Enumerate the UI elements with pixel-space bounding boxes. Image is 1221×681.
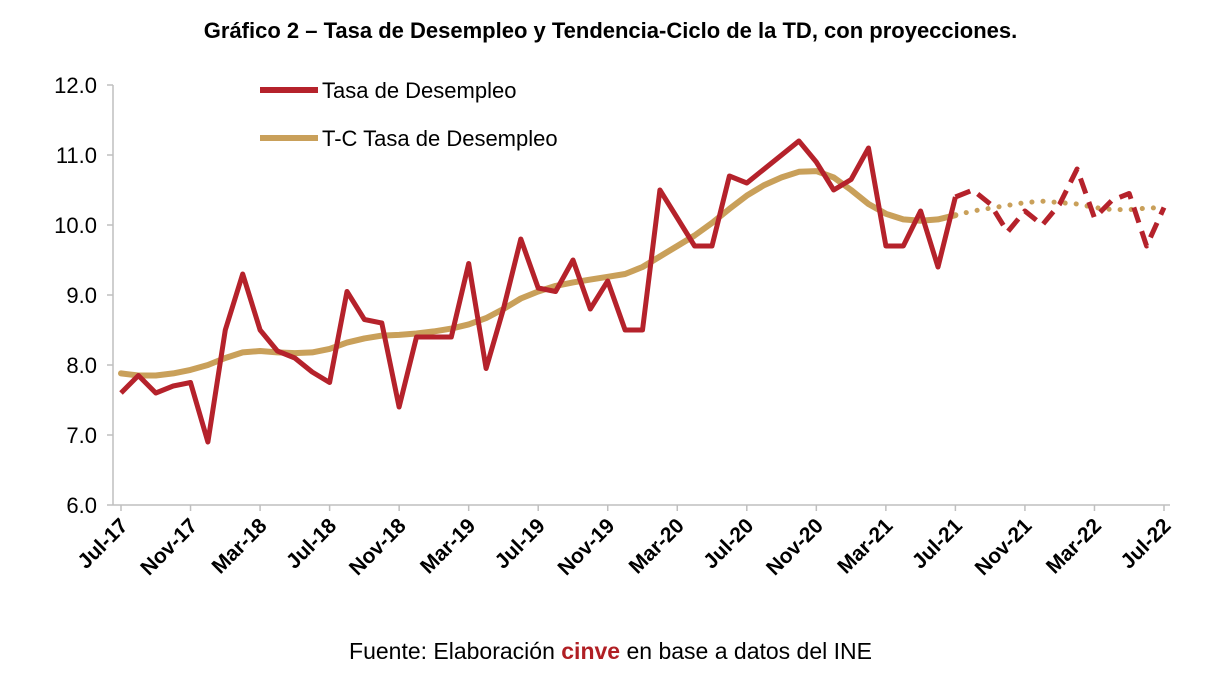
- x-tick-label: Jul-17: [73, 514, 132, 573]
- x-tick-label: Nov-20: [762, 514, 828, 580]
- y-tick-label: 8.0: [66, 353, 97, 378]
- x-tick-label: Nov-21: [971, 514, 1037, 580]
- x-tick-label: Nov-17: [136, 514, 202, 580]
- legend-label: Tasa de Desempleo: [322, 78, 516, 103]
- chart-title: Gráfico 2 – Tasa de Desempleo y Tendenci…: [203, 18, 1018, 43]
- x-tick-label: Jul-22: [1116, 514, 1175, 573]
- x-tick-label: Jul-21: [908, 514, 967, 573]
- x-tick-label: Jul-18: [282, 514, 341, 573]
- x-tick-label: Jul-20: [699, 514, 758, 573]
- source-brand: cinve: [561, 638, 621, 664]
- source-suffix: en base a datos del INE: [620, 638, 872, 664]
- source-note: Fuente: Elaboración cinve en base a dato…: [0, 638, 1221, 665]
- source-prefix: Fuente: Elaboración: [349, 638, 562, 664]
- x-tick-label: Mar-21: [833, 514, 897, 578]
- series-line-tc-projection: [952, 198, 1167, 218]
- y-tick-label: 11.0: [56, 143, 97, 168]
- y-tick-label: 12.0: [54, 73, 97, 98]
- x-tick-label: Jul-19: [491, 514, 550, 573]
- x-tick-label: Mar-22: [1042, 514, 1106, 578]
- x-tick-label: Nov-18: [345, 514, 411, 580]
- y-tick-label: 6.0: [66, 493, 97, 518]
- y-tick-label: 7.0: [66, 423, 97, 448]
- x-tick-label: Nov-19: [553, 514, 619, 580]
- y-tick-label: 9.0: [66, 283, 97, 308]
- legend-label: T-C Tasa de Desempleo: [322, 126, 558, 151]
- series-line-td-projection: [954, 166, 1167, 249]
- series-line-tc-observed: [118, 168, 959, 379]
- x-tick-label: Mar-20: [625, 514, 689, 578]
- y-tick-label: 10.0: [54, 213, 97, 238]
- x-tick-label: Mar-19: [416, 514, 480, 578]
- x-tick-label: Mar-18: [207, 514, 271, 578]
- series-line-td-observed: [119, 138, 958, 445]
